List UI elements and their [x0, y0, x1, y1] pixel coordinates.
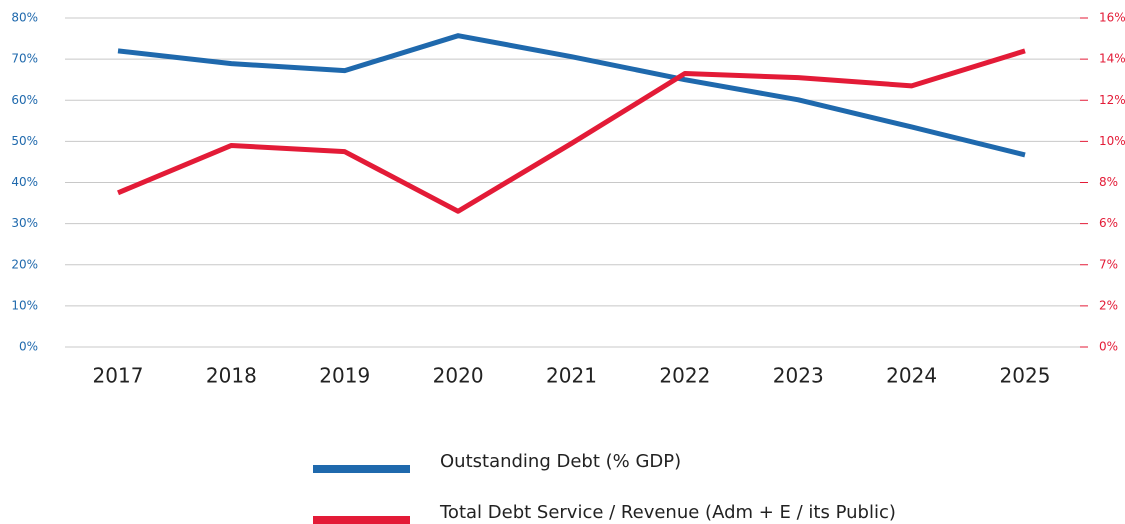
- y-tick-label: 50%: [11, 134, 38, 148]
- y-tick-label: 20%: [11, 257, 38, 271]
- y-tick-label: 10%: [11, 298, 38, 312]
- y2-tick-label: 8%: [1099, 175, 1118, 189]
- y2-tick-label: 6%: [1099, 216, 1118, 230]
- y-tick-label: 40%: [11, 175, 38, 189]
- y-tick-label: 80%: [11, 11, 38, 25]
- y2-tick-label: 2%: [1099, 298, 1118, 312]
- x-tick-label: 2023: [773, 364, 824, 388]
- series-line: [117, 48, 1026, 214]
- legend-label: Outstanding Debt (% GDP): [440, 451, 681, 472]
- x-tick-label: 2024: [886, 364, 937, 388]
- y-tick-label: 70%: [11, 52, 38, 66]
- x-tick-label: 2020: [433, 364, 484, 388]
- y-tick-label: 30%: [11, 216, 38, 230]
- series-line: [117, 33, 1026, 158]
- x-tick-label: 2022: [659, 364, 710, 388]
- y2-tick-label: 12%: [1099, 93, 1125, 107]
- y-tick-label: 0%: [19, 340, 38, 354]
- y2-tick-label: 0%: [1099, 340, 1118, 354]
- y2-tick-label: 16%: [1099, 11, 1125, 25]
- x-tick-label: 2025: [1000, 364, 1051, 388]
- y2-tick-label: 7%: [1099, 257, 1118, 271]
- legend-label: Total Debt Service / Revenue (Adm + E / …: [439, 502, 896, 523]
- y2-tick-label: 14%: [1099, 52, 1125, 66]
- x-tick-label: 2018: [206, 364, 257, 388]
- x-tick-label: 2021: [546, 364, 597, 388]
- x-tick-label: 2017: [93, 364, 144, 388]
- x-tick-label: 2019: [319, 364, 370, 388]
- y-tick-label: 60%: [11, 93, 38, 107]
- y2-tick-label: 10%: [1099, 134, 1125, 148]
